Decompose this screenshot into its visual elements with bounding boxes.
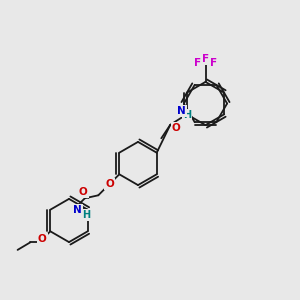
Text: O: O	[105, 179, 114, 189]
Text: N: N	[177, 106, 186, 116]
Text: F: F	[210, 58, 218, 68]
Text: H: H	[82, 210, 90, 220]
Text: F: F	[202, 54, 209, 64]
Text: O: O	[79, 187, 88, 197]
Text: O: O	[172, 123, 181, 133]
Text: F: F	[194, 58, 201, 68]
Text: N: N	[73, 205, 82, 215]
Text: H: H	[183, 110, 191, 120]
Text: O: O	[38, 234, 46, 244]
